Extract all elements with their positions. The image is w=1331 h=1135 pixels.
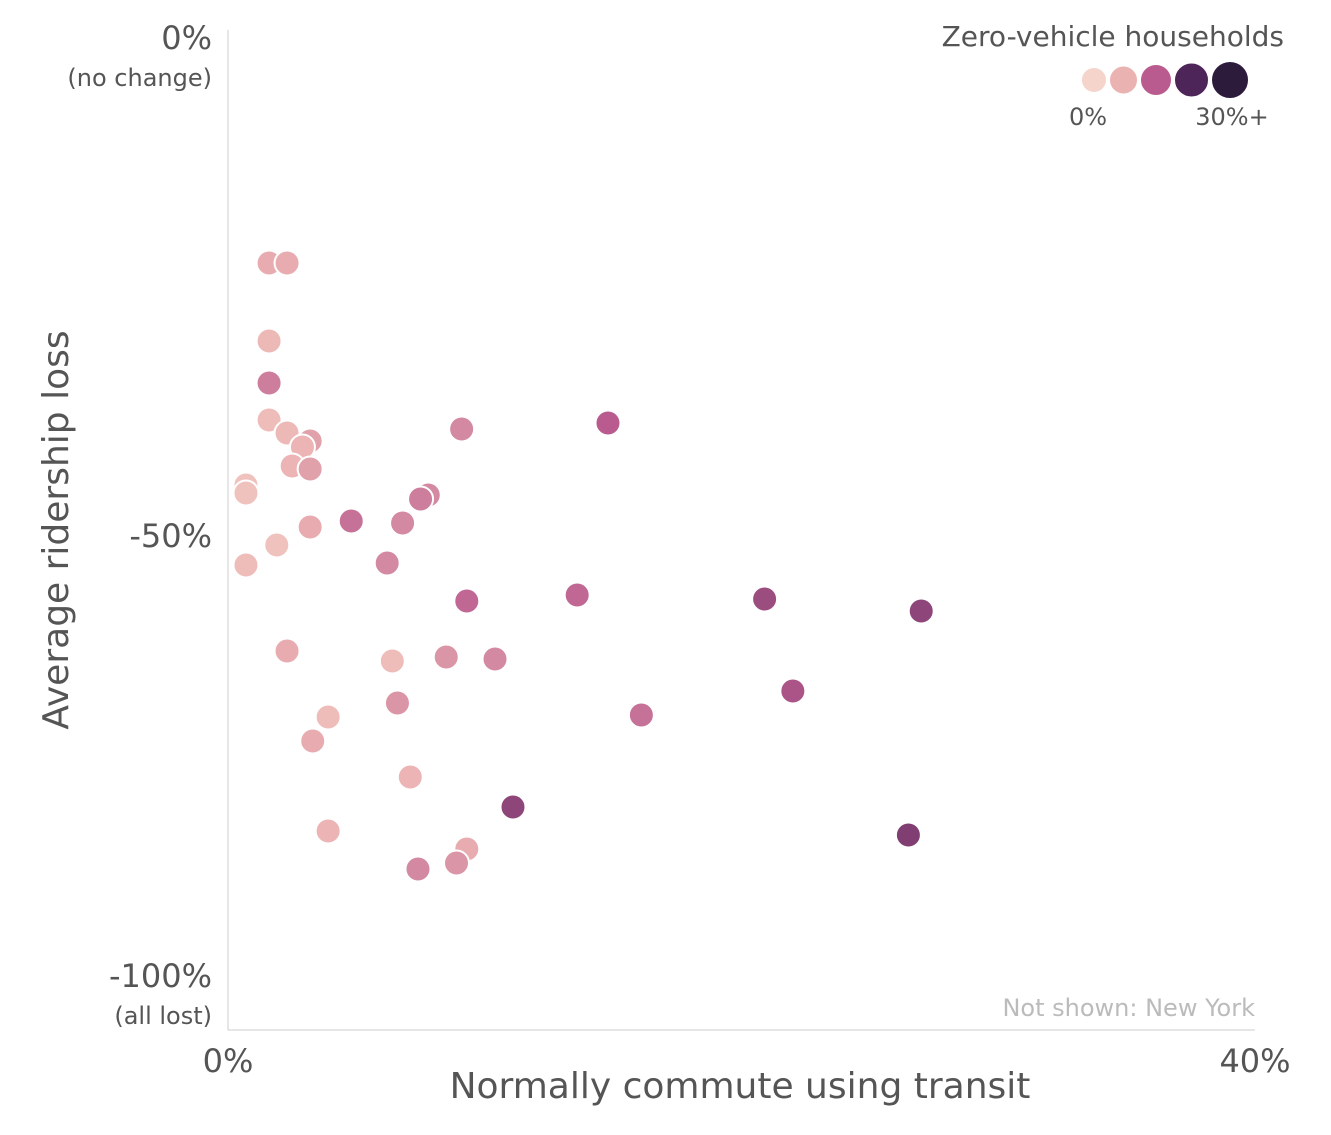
data-point — [404, 855, 432, 883]
x-tick-label: 40% — [1219, 1042, 1290, 1080]
data-point — [432, 643, 460, 671]
data-point — [255, 327, 283, 355]
legend-swatch — [1210, 60, 1250, 100]
data-point — [453, 587, 481, 615]
data-point — [383, 689, 411, 717]
y-tick-sublabel: (no change) — [67, 64, 212, 92]
data-point — [255, 369, 283, 397]
data-point — [627, 701, 655, 729]
data-point — [443, 849, 471, 877]
data-point — [299, 727, 327, 755]
legend-swatch — [1139, 63, 1173, 97]
data-point — [296, 455, 324, 483]
legend-label: 30%+ — [1195, 103, 1268, 131]
data-point — [481, 645, 509, 673]
legend-swatch — [1080, 66, 1108, 94]
data-point — [378, 647, 406, 675]
data-point — [314, 817, 342, 845]
data-point — [499, 793, 527, 821]
data-point — [894, 821, 922, 849]
data-point — [296, 513, 324, 541]
x-axis-label: Normally commute using transit — [450, 1066, 1031, 1107]
data-point — [255, 406, 283, 434]
data-point — [314, 703, 342, 731]
data-point — [232, 479, 260, 507]
y-tick-label: -100% — [109, 957, 212, 995]
data-point — [907, 597, 935, 625]
data-point — [373, 549, 401, 577]
data-point — [779, 677, 807, 705]
annotation: Not shown: New York — [1002, 994, 1255, 1022]
y-tick-label: 0% — [161, 19, 212, 57]
data-point — [396, 763, 424, 791]
data-point — [448, 415, 476, 443]
legend-label: 0% — [1069, 103, 1107, 131]
data-point — [407, 485, 435, 513]
data-point — [594, 409, 622, 437]
y-tick-sublabel: (all lost) — [114, 1002, 212, 1030]
data-point — [263, 531, 291, 559]
data-point — [232, 551, 260, 579]
y-tick-label: -50% — [129, 517, 212, 555]
data-point — [563, 581, 591, 609]
data-point — [273, 637, 301, 665]
x-tick-label: 0% — [203, 1042, 254, 1080]
legend-swatch — [1108, 64, 1139, 96]
data-point — [389, 509, 417, 537]
legend-swatch — [1173, 61, 1210, 99]
data-point — [337, 507, 365, 535]
legend-title: Zero-vehicle households — [942, 20, 1284, 53]
data-point — [751, 585, 779, 613]
data-point — [273, 249, 301, 277]
y-axis-label: Average ridership loss — [36, 330, 77, 729]
